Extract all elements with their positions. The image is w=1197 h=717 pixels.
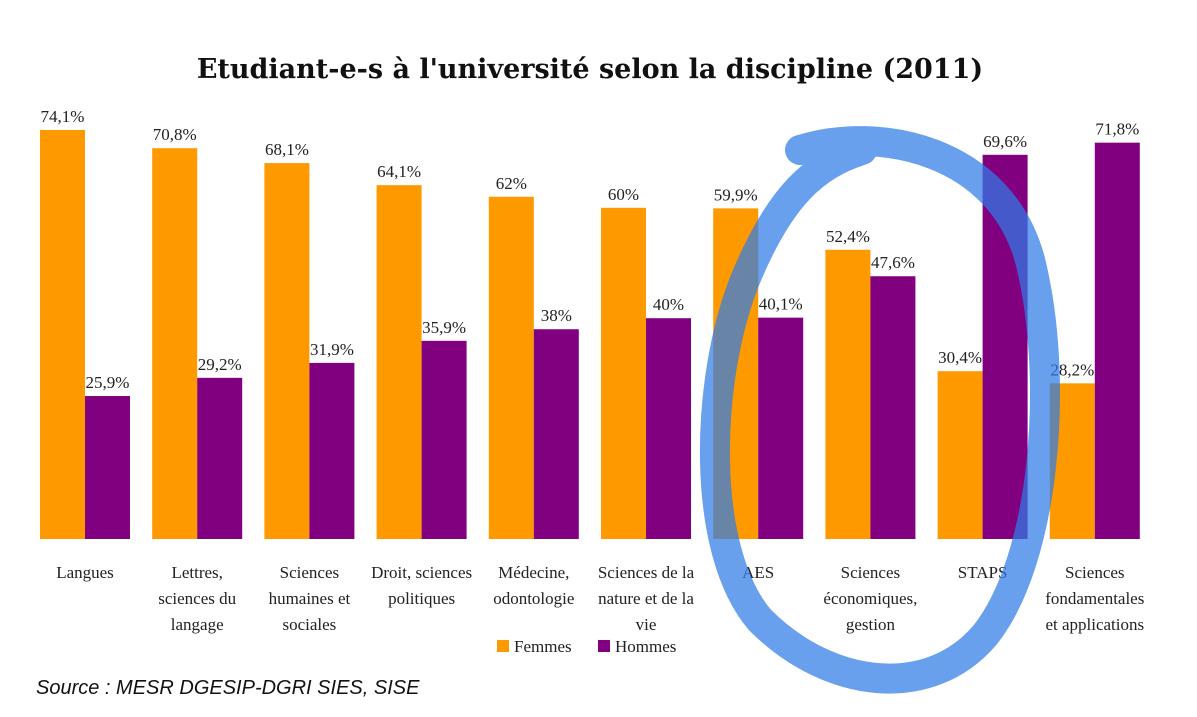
bar-femmes-sciences-humaines-et-sociales: [264, 163, 310, 539]
bar-femmes-droit-sciences-politiques: [376, 185, 422, 539]
value-label-hommes-staps: 69,6%: [983, 132, 1027, 151]
legend-label-hommes: Hommes: [615, 637, 676, 656]
bar-hommes-sciences-de-la-nature-et-de-la-vie: [646, 318, 691, 539]
bar-hommes-sciences-economiques-gestion: [870, 276, 916, 539]
legend-swatch-hommes: [598, 640, 610, 652]
chart-title: Etudiant-e-s à l'université selon la dis…: [197, 54, 983, 85]
value-label-femmes-sciences-fondamentales-et-applications: 28,2%: [1050, 360, 1094, 379]
bar-hommes-langues: [85, 396, 130, 539]
bar-hommes-sciences-fondamentales-et-applications: [1094, 142, 1140, 539]
bar-hommes-droit-sciences-politiques: [421, 340, 467, 539]
bar-femmes-staps: [937, 371, 983, 539]
value-label-hommes-sciences-de-la-nature-et-de-la-vie: 40%: [653, 295, 684, 314]
legend: Femmes Hommes: [497, 637, 676, 656]
category-label-staps: STAPS: [958, 563, 1008, 582]
value-label-femmes-droit-sciences-politiques: 64,1%: [377, 162, 421, 181]
value-label-femmes-aes: 59,9%: [714, 185, 758, 204]
highlight-annotation: [699, 126, 1060, 694]
category-label-medecine-odontologie: Médecine, odontologie: [493, 563, 574, 608]
value-label-femmes-sciences-de-la-nature-et-de-la-vie: 60%: [608, 185, 639, 204]
value-label-femmes-sciences-economiques-gestion: 52,4%: [826, 227, 870, 246]
category-label-sciences-fondamentales-et-applications: Sciences fondamentales et applications: [1045, 563, 1144, 634]
value-label-hommes-lettres-sciences-du-langage: 29,2%: [198, 355, 242, 374]
bar-hommes-sciences-humaines-et-sociales: [309, 362, 355, 539]
value-label-femmes-lettres-sciences-du-langage: 70,8%: [153, 125, 197, 144]
value-label-femmes-medecine-odontologie: 62%: [496, 174, 527, 193]
legend-swatch-femmes: [497, 640, 509, 652]
category-label-droit-sciences-politiques: Droit, sciences politiques: [371, 563, 472, 608]
value-label-femmes-sciences-humaines-et-sociales: 68,1%: [265, 140, 309, 159]
source-note: Source : MESR DGESIP-DGRI SIES, SISE: [36, 677, 420, 699]
bar-femmes-sciences-economiques-gestion: [825, 249, 871, 539]
category-label-sciences-humaines-et-sociales: Sciences humaines et sociales: [269, 563, 351, 634]
bar-hommes-aes: [758, 317, 804, 539]
value-label-hommes-droit-sciences-politiques: 35,9%: [422, 318, 466, 337]
category-label-lettres-sciences-du-langage: Lettres, sciences du langage: [158, 563, 236, 634]
category-label-langues: Langues: [56, 563, 114, 582]
value-labels-layer: 74,1% 25,9% 70,8% 29,2% 68,1% 31,9% 64,1% 35,9%…: [41, 107, 1140, 392]
value-label-hommes-medecine-odontologie: 38%: [541, 306, 572, 325]
bar-hommes-lettres-sciences-du-langage: [197, 377, 243, 539]
category-label-sciences-economiques-gestion: Sciences économiques, gestion: [823, 563, 917, 634]
highlight-ellipse-stroke: [699, 126, 1060, 694]
bar-femmes-lettres-sciences-du-langage: [152, 148, 198, 539]
category-labels-layer: Langues Lettres, sciences du langage Science…: [56, 563, 1144, 634]
bar-femmes-medecine-odontologie: [488, 196, 534, 539]
value-label-hommes-sciences-fondamentales-et-applications: 71,8%: [1095, 120, 1139, 139]
category-label-sciences-de-la-nature-et-de-la-vie: Sciences de la nature et de la vie: [598, 563, 695, 634]
value-label-femmes-langues: 74,1%: [41, 107, 85, 126]
value-label-hommes-sciences-economiques-gestion: 47,6%: [871, 253, 915, 272]
value-label-hommes-langues: 25,9%: [86, 373, 130, 392]
value-label-hommes-sciences-humaines-et-sociales: 31,9%: [310, 340, 354, 359]
value-label-hommes-aes: 40,1%: [759, 295, 803, 314]
bars-layer: [40, 129, 1140, 540]
bar-femmes-langues: [40, 129, 85, 539]
value-label-femmes-staps: 30,4%: [938, 348, 982, 367]
bar-femmes-sciences-de-la-nature-et-de-la-vie: [601, 207, 646, 540]
legend-label-femmes: Femmes: [514, 637, 572, 656]
bar-hommes-medecine-odontologie: [533, 329, 579, 539]
